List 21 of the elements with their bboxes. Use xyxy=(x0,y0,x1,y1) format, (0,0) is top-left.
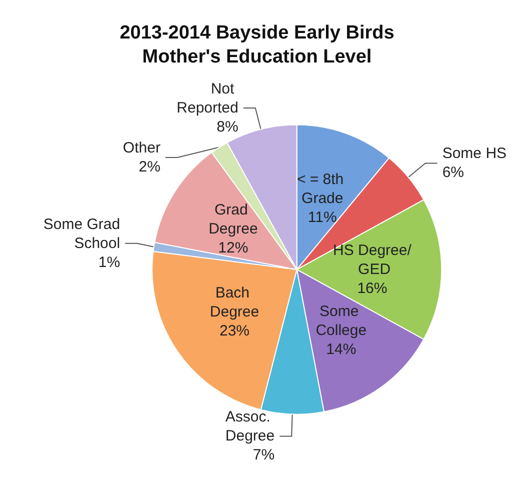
data-label: 11% xyxy=(308,209,337,226)
slice-label: HS Degree/ GED xyxy=(333,242,412,278)
data-label: 7% xyxy=(252,446,275,464)
data-label: 23% xyxy=(219,322,250,340)
data-label: 6% xyxy=(442,164,464,182)
slice-label: Some HS xyxy=(442,145,507,162)
slice-label: Grad Degree xyxy=(208,202,258,238)
slice-label: Bach Degree xyxy=(210,284,260,320)
slice-label: Assoc. Degree xyxy=(225,408,275,445)
slice-label: < = 8th Grade xyxy=(296,171,348,208)
data-label: 12% xyxy=(218,240,248,257)
data-label: 1% xyxy=(98,254,120,271)
slice-label: Some Grad School xyxy=(43,216,120,252)
slice-label: Not Reported xyxy=(176,80,238,116)
data-label: 8% xyxy=(216,118,238,136)
data-label: 14% xyxy=(326,341,356,358)
data-label: 16% xyxy=(357,280,388,298)
data-label: 2% xyxy=(138,158,160,176)
chart-title: 2013-2014 Bayside Early Birds Mother's Education Level xyxy=(120,22,394,68)
slice-label: Other xyxy=(122,139,160,156)
slice-label: Some College xyxy=(316,303,367,340)
